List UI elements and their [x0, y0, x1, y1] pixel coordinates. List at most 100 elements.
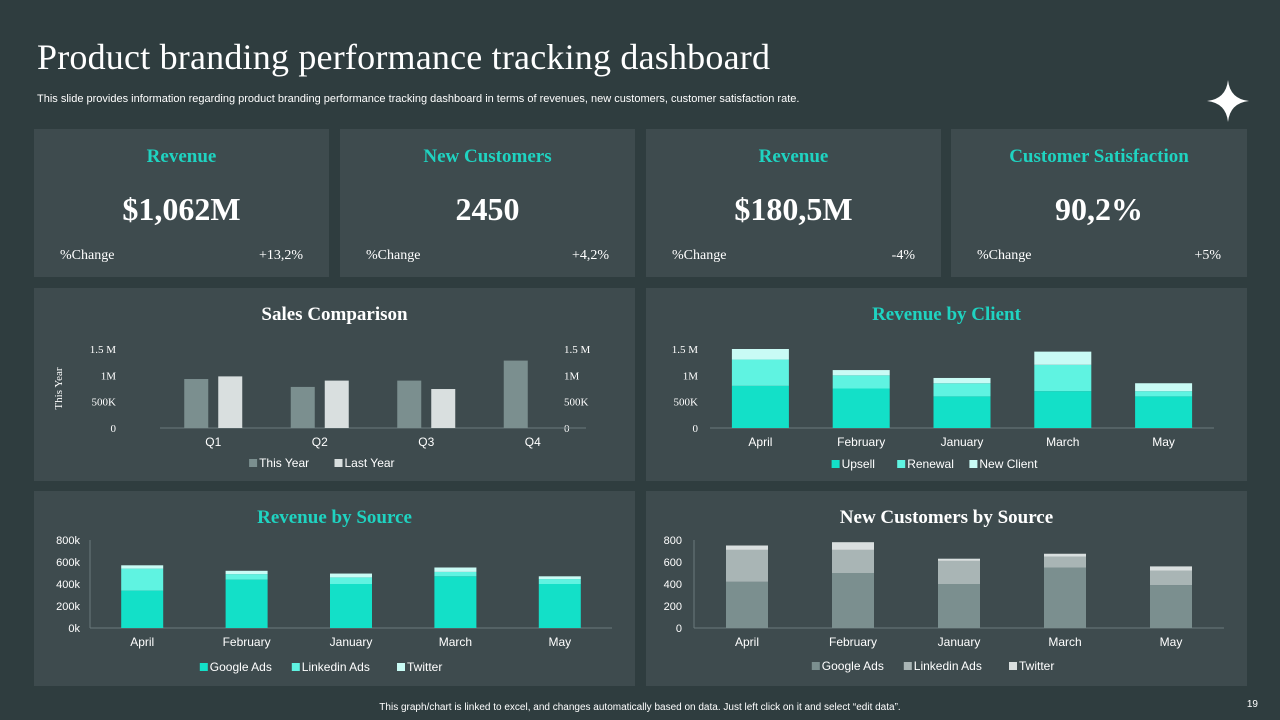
- bar-segment: [330, 577, 372, 584]
- bar-segment: [538, 579, 581, 584]
- revenue-by-source-chart: 0k 200k 400k 600k 800k April February January Ma…: [56, 535, 612, 674]
- x-tick-label: February: [223, 635, 271, 649]
- bar: [184, 379, 209, 428]
- bar: [431, 389, 456, 428]
- legend-swatch: [397, 663, 405, 671]
- kpi-change-label: %Change: [60, 248, 115, 263]
- x-tick-label: January: [938, 635, 981, 649]
- x-tick-label: April: [130, 635, 154, 649]
- bar: [218, 376, 243, 428]
- x-tick-label: March: [1048, 635, 1081, 649]
- bar-segment: [1135, 396, 1193, 428]
- y-tick-label: 800k: [56, 535, 80, 547]
- kpi-value: 2450: [455, 191, 520, 227]
- x-tick-label: April: [748, 435, 772, 449]
- kpi-label: Customer Satisfaction: [1009, 146, 1189, 167]
- y-axis-label: This Year: [53, 367, 65, 410]
- legend-swatch: [334, 459, 343, 467]
- kpi-value: 90,2%: [1055, 191, 1143, 227]
- y2-tick-label: 0: [564, 423, 570, 435]
- legend-label: Linkedin Ads: [302, 660, 370, 674]
- kpi-card-revenue-2: Revenue $180,5M %Change -4%: [646, 129, 941, 277]
- legend-label: Linkedin Ads: [914, 659, 982, 673]
- x-tick-label: January: [941, 435, 984, 449]
- bar-segment: [330, 584, 372, 628]
- y-tick-label: 200k: [56, 601, 80, 613]
- bar-segment: [1034, 364, 1092, 392]
- y-tick-label: 0: [676, 623, 682, 635]
- x-tick-label: Q2: [312, 435, 328, 449]
- y-tick-label: 1M: [101, 370, 117, 382]
- y-tick-label: 600: [664, 557, 682, 569]
- kpi-change-label: %Change: [977, 248, 1032, 263]
- bar-segment: [731, 349, 789, 360]
- y-tick-label: 1.5 M: [90, 344, 117, 356]
- x-tick-label: March: [439, 635, 472, 649]
- bar-segment: [1034, 391, 1092, 428]
- legend-swatch: [831, 460, 840, 468]
- x-tick-label: February: [837, 435, 885, 449]
- y-tick-label: 500K: [92, 397, 117, 409]
- sparkle-icon: [1207, 80, 1249, 122]
- bar-segment: [225, 574, 268, 580]
- page-number: 19: [1246, 699, 1258, 710]
- kpi-change-value: +5%: [1194, 248, 1221, 263]
- kpi-label: New Customers: [423, 146, 552, 167]
- bar-segment: [1044, 553, 1086, 557]
- y2-tick-label: 1M: [564, 370, 580, 382]
- legend-label: Twitter: [407, 660, 442, 674]
- bar-segment: [726, 581, 768, 628]
- bar: [324, 380, 349, 428]
- x-tick-label: February: [829, 635, 877, 649]
- legend-swatch: [897, 460, 906, 468]
- bar-segment: [330, 573, 372, 578]
- kpi-change-label: %Change: [366, 248, 421, 263]
- footer-note: This graph/chart is linked to excel, and…: [379, 702, 901, 713]
- legend-label: Upsell: [842, 457, 875, 471]
- bar-segment: [121, 568, 164, 591]
- new-customers-by-source-chart: 0 200 400 600 800 April February January March Ma…: [664, 535, 1224, 673]
- y-tick-label: 1.5 M: [672, 344, 699, 356]
- page-title: Product branding performance tracking da…: [37, 37, 771, 77]
- bar-segment: [832, 573, 874, 628]
- kpi-label: Revenue: [146, 146, 217, 167]
- kpi-card-customer-satisfaction: Customer Satisfaction 90,2% %Change +5%: [951, 129, 1247, 277]
- y-tick-label: 0k: [68, 623, 80, 635]
- x-tick-label: January: [330, 635, 373, 649]
- bar-segment: [434, 576, 477, 628]
- sales-comparison-panel: Sales Comparison 0 0 500K 500K 1M 1M 1.5 M 1.5 …: [34, 288, 635, 481]
- sales-comparison-chart: 0 0 500K 500K 1M 1M 1.5 M 1.5 M This Year Q1 Q2 Q3 Q…: [53, 344, 591, 470]
- bar-segment: [938, 558, 980, 561]
- y-tick-label: 600k: [56, 557, 80, 569]
- legend-label: Last Year: [345, 456, 395, 470]
- legend-label: Google Ads: [822, 659, 884, 673]
- bar-segment: [731, 385, 789, 428]
- x-tick-label: March: [1046, 435, 1079, 449]
- bar-segment: [121, 590, 164, 628]
- legend-swatch: [249, 459, 258, 467]
- chart-title: Revenue by Client: [872, 304, 1021, 325]
- bar-segment: [1150, 585, 1192, 628]
- bar-segment: [1135, 383, 1193, 392]
- kpi-change-value: -4%: [891, 248, 915, 263]
- bar-segment: [1150, 566, 1192, 571]
- kpi-value: $1,062M: [122, 191, 241, 227]
- bar-segment: [1044, 556, 1086, 568]
- legend-swatch: [291, 663, 300, 671]
- kpi-change-value: +4,2%: [571, 248, 609, 263]
- revenue-by-client-chart: 0 500K 1M 1.5 M April February January March May…: [672, 344, 1214, 471]
- legend-swatch: [903, 662, 912, 670]
- chart-title: Revenue by Source: [257, 507, 412, 528]
- legend-label: This Year: [259, 456, 309, 470]
- x-tick-label: Q3: [418, 435, 434, 449]
- kpi-change-label: %Change: [672, 248, 727, 263]
- new-customers-by-source-panel: New Customers by Source 0 200 400 600 800 Apr…: [646, 491, 1247, 686]
- legend-swatch: [1009, 662, 1017, 670]
- x-tick-label: May: [1160, 635, 1183, 649]
- legend-label: Twitter: [1019, 659, 1054, 673]
- bar-segment: [1135, 391, 1193, 397]
- bar-segment: [1044, 567, 1086, 628]
- legend-swatch: [969, 460, 978, 468]
- legend-label: Google Ads: [210, 660, 272, 674]
- bar-segment: [538, 576, 581, 580]
